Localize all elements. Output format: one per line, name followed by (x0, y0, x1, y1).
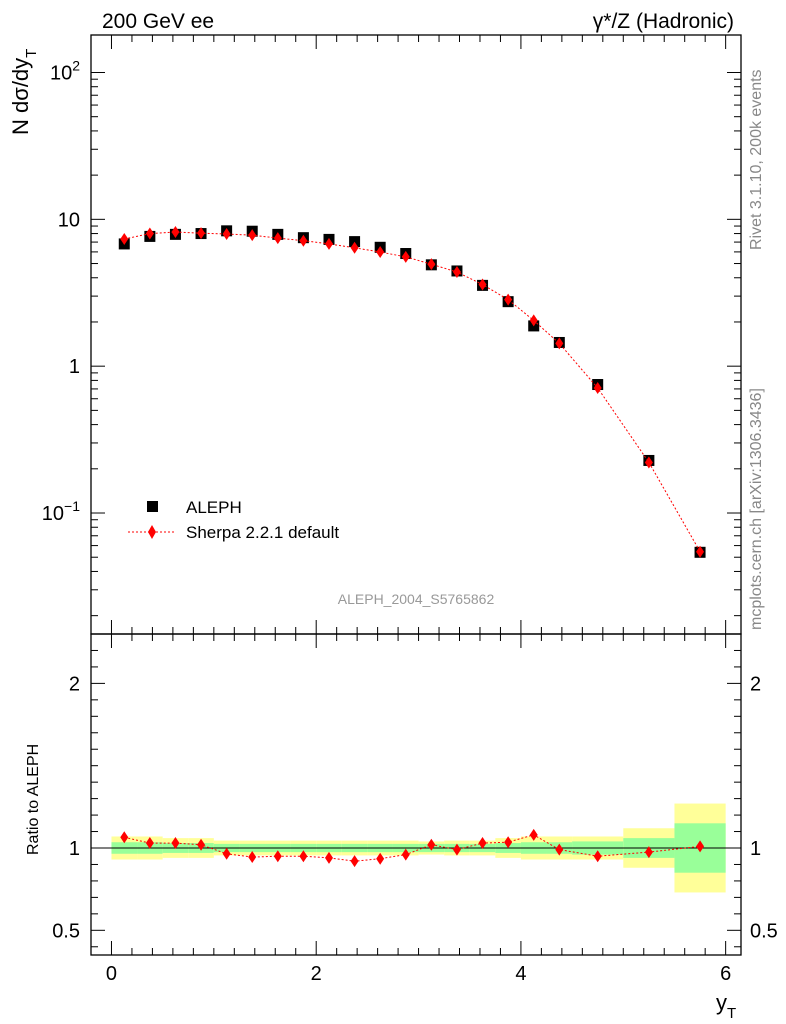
mc-point-sherpa (222, 227, 231, 240)
ratio-point-sherpa (324, 851, 333, 864)
main-ylabel-subscript: T (23, 49, 40, 58)
mc-point-sherpa (248, 229, 257, 242)
mc-point-sherpa (696, 545, 705, 558)
ratio-line-sherpa (124, 834, 701, 862)
ratio-point-sherpa (299, 850, 308, 863)
main-ylabel: N dσ/dyT (8, 49, 40, 135)
ratio-point-sherpa (644, 846, 653, 859)
header-right: γ*/Z (Hadronic) (593, 10, 734, 33)
ratio-point-sherpa (273, 850, 282, 863)
x-tick-label: 0 (106, 963, 117, 985)
ratio-y-tick-label-right: 0.5 (750, 920, 778, 942)
mc-point-sherpa (593, 382, 602, 395)
ratio-point-sherpa (120, 831, 129, 844)
main-series (118, 225, 706, 558)
x-tick-label: 4 (515, 963, 526, 985)
mc-point-sherpa (452, 265, 461, 278)
ratio-point-sherpa (145, 837, 154, 850)
ratio-point-sherpa (593, 850, 602, 863)
mc-point-sherpa (171, 225, 180, 238)
ratio-point-sherpa (478, 837, 487, 850)
mc-point-sherpa (529, 314, 538, 327)
rivet-label: Rivet 3.1.10, 200k events (748, 69, 765, 250)
ratio-y-tick-label-right: 1 (750, 838, 761, 860)
ratio-point-sherpa (529, 828, 538, 841)
mc-point-sherpa (197, 227, 206, 240)
ratio-point-sherpa (452, 843, 461, 856)
mc-point-sherpa (478, 278, 487, 291)
mc-point-sherpa (324, 237, 333, 250)
mc-point-sherpa (273, 232, 282, 245)
ratio-y-tick-label: 1 (69, 838, 80, 860)
header-left: 200 GeV ee (102, 10, 214, 33)
ratio-frame (90, 633, 742, 956)
mc-point-sherpa (350, 241, 359, 254)
mc-point-sherpa (120, 232, 129, 245)
legend-label-sherpa: Sherpa 2.2.1 default (186, 523, 339, 542)
ratio-series (91, 828, 741, 868)
ratio-point-sherpa (350, 855, 359, 868)
y-tick-label: 10 (58, 209, 80, 231)
mc-point-sherpa (376, 246, 385, 259)
main-frame (90, 34, 742, 635)
mc-point-sherpa (644, 456, 653, 469)
y-tick-label: 10−1 (42, 498, 80, 525)
svg-text:yT: yT (716, 990, 736, 1022)
ratio-point-sherpa (222, 847, 231, 860)
ratio-point-sherpa (197, 838, 206, 851)
legend-marker-sherpa (148, 525, 156, 539)
legend-label-aleph: ALEPH (186, 498, 242, 517)
ratio-point-sherpa (427, 838, 436, 851)
y-tick-label: 102 (50, 57, 80, 84)
legend: ALEPH Sherpa 2.2.1 default (128, 498, 339, 542)
mcplots-label: mcplots.cern.ch [arXiv:1306.3436] (748, 388, 765, 630)
y-tick-label: 1 (69, 356, 80, 378)
mc-point-sherpa (145, 227, 154, 240)
legend-marker-aleph (147, 501, 158, 512)
ratio-y-tick-label: 2 (69, 673, 80, 695)
svg-text:N dσ/dyT: N dσ/dyT (8, 49, 40, 135)
analysis-watermark: ALEPH_2004_S5765862 (338, 591, 495, 607)
ratio-point-sherpa (696, 840, 705, 853)
ratio-point-sherpa (401, 848, 410, 861)
xlabel-subscript: T (727, 1005, 736, 1022)
ratio-point-sherpa (376, 852, 385, 865)
ratio-point-sherpa (171, 837, 180, 850)
xlabel: yT (716, 990, 736, 1022)
ratio-y-tick-label: 0.5 (52, 920, 80, 942)
mc-point-sherpa (401, 250, 410, 263)
data-point-aleph (349, 236, 361, 248)
x-tick-label: 6 (720, 963, 731, 985)
mc-point-sherpa (504, 293, 513, 306)
ratio-point-sherpa (504, 836, 513, 849)
ratio-y-tick-label-right: 2 (750, 673, 761, 695)
axes: 0 2 4 6 102 10 1 10−1 0.5 0.5 1 1 2 2 (42, 34, 778, 985)
mc-point-sherpa (299, 234, 308, 247)
ratio-ylabel: Ratio to ALEPH (25, 744, 42, 855)
mc-point-sherpa (427, 258, 436, 271)
mc-point-sherpa (555, 337, 564, 350)
ratio-point-sherpa (555, 843, 564, 856)
x-tick-label: 2 (311, 963, 322, 985)
ratio-point-sherpa (248, 851, 257, 864)
